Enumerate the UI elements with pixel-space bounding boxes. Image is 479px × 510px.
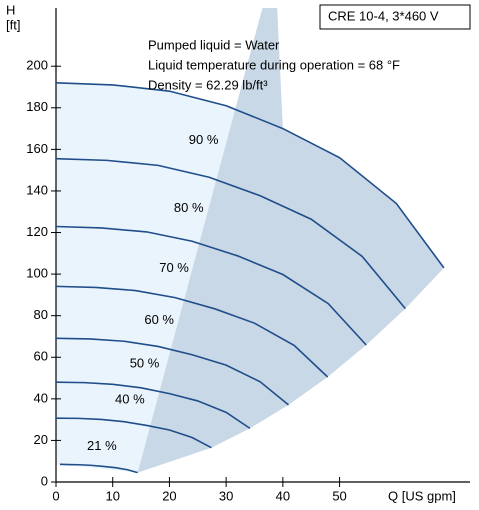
y-tick-label: 120 bbox=[26, 224, 48, 239]
x-tick-label: 30 bbox=[219, 488, 233, 503]
curve-label: 50 % bbox=[130, 356, 160, 371]
x-tick-label: 40 bbox=[276, 488, 290, 503]
plot-area: 0 20 40 60 80 100 120 140 160 180 200 0 10 20 30 40 50 90… bbox=[26, 8, 470, 503]
speed-curve bbox=[55, 285, 329, 378]
curve-label: 60 % bbox=[144, 312, 174, 327]
speed-curve bbox=[55, 417, 212, 449]
y-tick-label: 200 bbox=[26, 58, 48, 73]
y-tick-label: 20 bbox=[34, 432, 48, 447]
y-axis-label: [ft] bbox=[6, 17, 20, 32]
y-tick-label: 80 bbox=[34, 307, 48, 322]
x-tick-label: 50 bbox=[332, 488, 346, 503]
y-tick-label: 100 bbox=[26, 266, 48, 281]
y-axis-label: H bbox=[6, 2, 15, 17]
curve-label: 21 % bbox=[87, 438, 117, 453]
annotation: Density = 62.29 lb/ft³ bbox=[148, 77, 268, 92]
curve-label: 40 % bbox=[115, 392, 145, 407]
annotation: Liquid temperature during operation = 68… bbox=[148, 57, 400, 72]
annotation: Pumped liquid = Water bbox=[148, 37, 280, 52]
speed-curve bbox=[55, 381, 251, 430]
y-tick-label: 40 bbox=[34, 390, 48, 405]
x-tick-label: 20 bbox=[162, 488, 176, 503]
y-tick-label: 140 bbox=[26, 182, 48, 197]
x-tick-label: 0 bbox=[52, 488, 59, 503]
x-tick-label: 10 bbox=[105, 488, 119, 503]
curve-label: 80 % bbox=[174, 200, 204, 215]
y-tick-label: 0 bbox=[41, 473, 48, 488]
chart-title: CRE 10-4, 3*460 V bbox=[328, 8, 439, 23]
speed-curve bbox=[59, 463, 138, 474]
speed-curve bbox=[55, 225, 367, 346]
x-axis-label: Q [US gpm] bbox=[388, 488, 456, 503]
y-tick-label: 180 bbox=[26, 99, 48, 114]
speed-curve bbox=[55, 157, 406, 310]
speed-curve bbox=[55, 82, 445, 269]
curve-label: 90 % bbox=[189, 132, 219, 147]
title-box bbox=[319, 4, 471, 30]
shaded-area bbox=[137, 8, 444, 473]
shaded-area bbox=[56, 82, 238, 473]
y-tick-label: 160 bbox=[26, 141, 48, 156]
curve-label: 70 % bbox=[159, 260, 189, 275]
y-tick-label: 60 bbox=[34, 349, 48, 364]
speed-curve bbox=[55, 337, 290, 406]
